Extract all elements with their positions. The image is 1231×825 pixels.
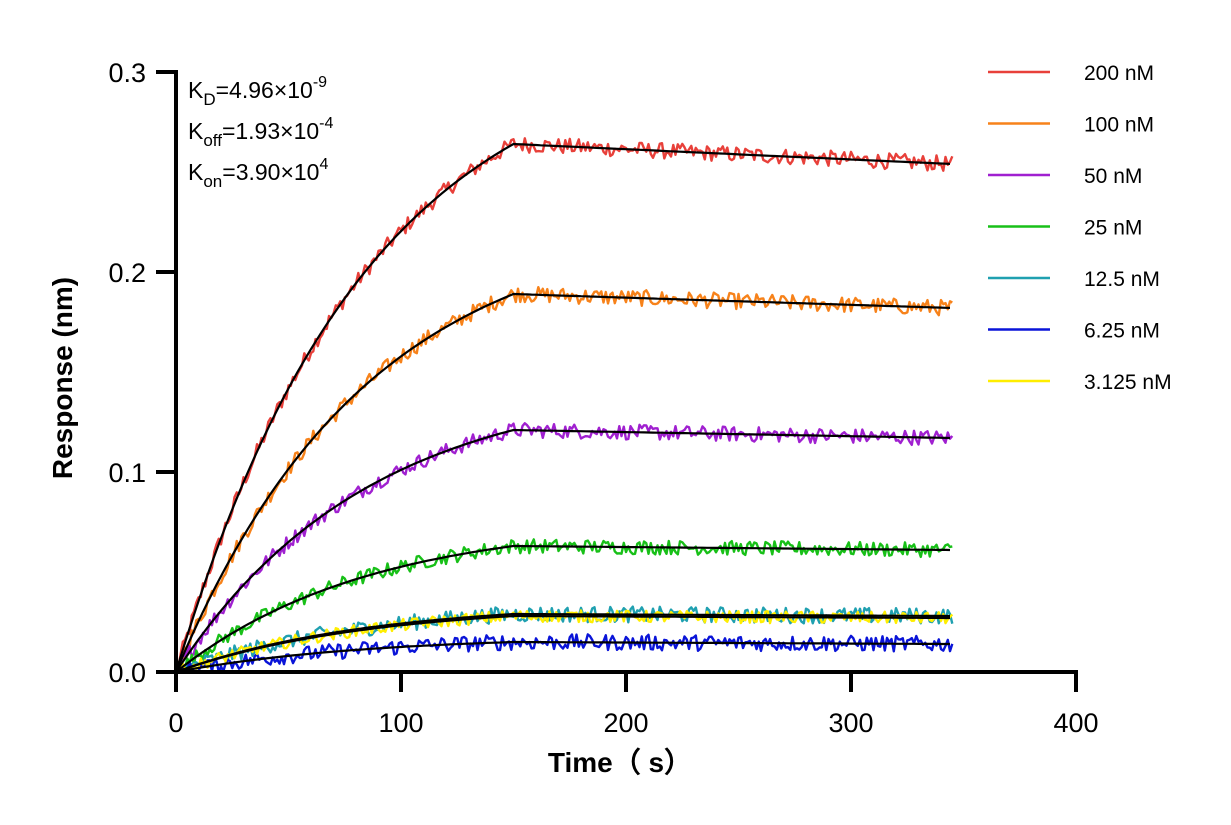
legend-label: 100 nM <box>1084 114 1154 137</box>
fit-curve-1 <box>174 292 951 673</box>
fit-curve-3 <box>175 544 951 673</box>
legend-label: 3.125 nM <box>1084 371 1172 394</box>
x-tick-label: 300 <box>828 708 873 738</box>
fit-curve-5 <box>175 640 950 674</box>
x-tick-label: 100 <box>378 708 423 738</box>
plot-area <box>174 137 954 674</box>
fit-curve-2 <box>175 428 951 673</box>
y-axis-title: Response (nm) <box>47 277 78 479</box>
legend-label: 200 nM <box>1084 62 1154 85</box>
fit-curve-6 <box>175 614 950 674</box>
y-tick-label: 0.2 <box>108 258 146 288</box>
x-tick-label: 400 <box>1053 708 1098 738</box>
legend-label: 25 nM <box>1084 217 1142 240</box>
annotation-kd: KD=4.96×10-9 <box>188 74 327 109</box>
y-tick-label: 0.3 <box>108 58 146 88</box>
x-tick-label: 200 <box>603 708 648 738</box>
axes: 0.0 0.1 0.2 0.3 0 100 200 300 400 <box>108 58 1098 738</box>
x-tick-label: 0 <box>168 708 183 738</box>
y-tick-label: 0.0 <box>108 658 146 688</box>
series-trace-0 <box>175 137 954 671</box>
annotation-koff: Koff=1.93×10-4 <box>188 115 333 150</box>
kinetic-constants: KD=4.96×10-9 Koff=1.93×10-4 Kon=3.90×104 <box>188 74 333 191</box>
fit-curve-0 <box>174 142 951 673</box>
legend-label: 6.25 nM <box>1084 320 1160 343</box>
x-axis-title: Time（ s） <box>548 746 692 778</box>
legend: 200 nM 100 nM 50 nM 25 nM 12.5 nM 6.25 nM 3.12… <box>988 62 1172 394</box>
fit-curve-4 <box>175 612 950 674</box>
legend-label: 12.5 nM <box>1084 268 1160 291</box>
legend-label: 50 nM <box>1084 165 1142 188</box>
y-tick-label: 0.1 <box>108 458 146 488</box>
series-trace-2 <box>175 422 954 668</box>
annotation-kon: Kon=3.90×104 <box>188 156 328 191</box>
